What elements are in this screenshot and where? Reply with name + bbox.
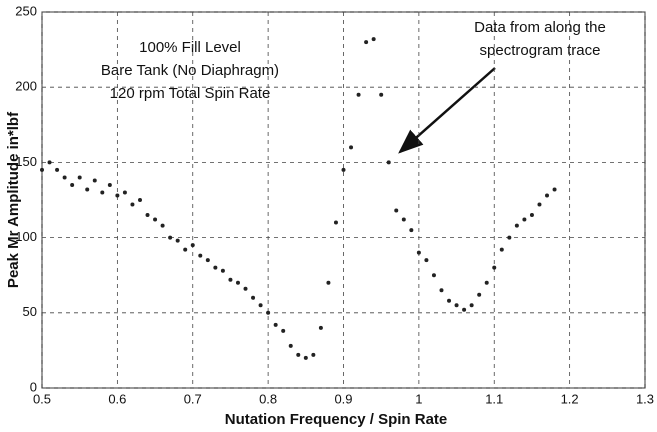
data-point [115, 193, 120, 198]
data-point [424, 258, 429, 263]
data-point [537, 202, 542, 207]
data-point [333, 220, 338, 225]
y-tick-label: 250 [15, 3, 37, 18]
data-point [145, 213, 150, 218]
data-point [401, 217, 406, 222]
annotation: Data from along the [474, 19, 606, 36]
data-point [492, 265, 497, 270]
data-point [62, 175, 67, 180]
data-point [462, 307, 467, 312]
data-point [183, 247, 188, 252]
x-tick-label: 1.2 [561, 391, 579, 406]
data-point [484, 280, 489, 285]
data-point [364, 40, 369, 45]
data-point [341, 167, 346, 172]
annotation: 120 rpm Total Spin Rate [110, 85, 271, 102]
data-point [454, 303, 459, 308]
data-point [258, 303, 263, 308]
x-tick-label: 1 [415, 391, 422, 406]
data-point [288, 343, 293, 348]
data-point [371, 37, 376, 42]
data-point [416, 250, 421, 255]
y-tick-label: 50 [23, 304, 37, 319]
data-point [198, 253, 203, 258]
data-point [507, 235, 512, 240]
data-point [77, 175, 82, 180]
data-point [296, 352, 301, 357]
data-point [40, 167, 44, 172]
data-point [168, 235, 173, 240]
data-point [85, 187, 90, 192]
x-tick-label: 1.3 [636, 391, 654, 406]
data-point [122, 190, 127, 195]
annotation: spectrogram trace [480, 42, 601, 59]
data-point [107, 182, 112, 187]
y-tick-label: 100 [15, 229, 37, 244]
data-point [529, 213, 534, 218]
annotation: Bare Tank (No Diaphragm) [101, 62, 279, 79]
data-point [439, 288, 444, 293]
data-point [552, 187, 557, 192]
x-tick-label: 0.5 [33, 391, 51, 406]
x-tick-label: 0.6 [108, 391, 126, 406]
data-point [55, 167, 60, 172]
data-point [213, 265, 218, 270]
data-point [251, 295, 256, 300]
data-point [137, 198, 142, 202]
data-point [190, 243, 195, 248]
data-point [514, 223, 519, 228]
y-tick-label: 150 [15, 154, 37, 169]
data-point [273, 322, 278, 327]
annotation: 100% Fill Level [139, 39, 241, 56]
data-point [235, 280, 240, 285]
x-axis-label: Nutation Frequency / Spin Rate [225, 411, 448, 428]
data-point [228, 277, 233, 282]
data-point [379, 92, 384, 97]
y-axis-label: Peak Mr Amplitude in*lbf [5, 111, 22, 288]
data-point [220, 268, 225, 273]
data-point [431, 273, 436, 278]
data-point [281, 328, 286, 333]
data-point [477, 292, 482, 297]
data-point [47, 160, 52, 165]
data-point [469, 303, 474, 308]
data-point [311, 352, 316, 357]
y-tick-label: 0 [30, 379, 37, 394]
data-point [326, 280, 331, 285]
data-point [447, 298, 452, 303]
x-tick-label: 0.8 [259, 391, 277, 406]
arrow [398, 67, 496, 154]
data-point [545, 193, 550, 198]
x-tick-label: 0.9 [334, 391, 352, 406]
data-point [160, 223, 165, 228]
y-tick-label: 200 [15, 79, 37, 94]
data-point [266, 310, 271, 315]
data-point [100, 190, 105, 195]
x-tick-label: 0.7 [184, 391, 202, 406]
data-point [205, 258, 210, 263]
data-point [92, 178, 97, 183]
data-point [356, 92, 361, 97]
data-point [318, 325, 323, 330]
data-point [70, 182, 75, 187]
data-point [130, 202, 135, 207]
data-point [386, 160, 391, 165]
data-point [349, 145, 354, 150]
data-point [303, 355, 308, 360]
x-tick-label: 1.1 [485, 391, 503, 406]
data-point [153, 217, 158, 222]
data-point [243, 286, 248, 291]
data-point [499, 247, 504, 252]
data-point [522, 217, 527, 222]
data-point [409, 228, 414, 233]
data-point [394, 208, 399, 213]
data-point [175, 238, 180, 243]
